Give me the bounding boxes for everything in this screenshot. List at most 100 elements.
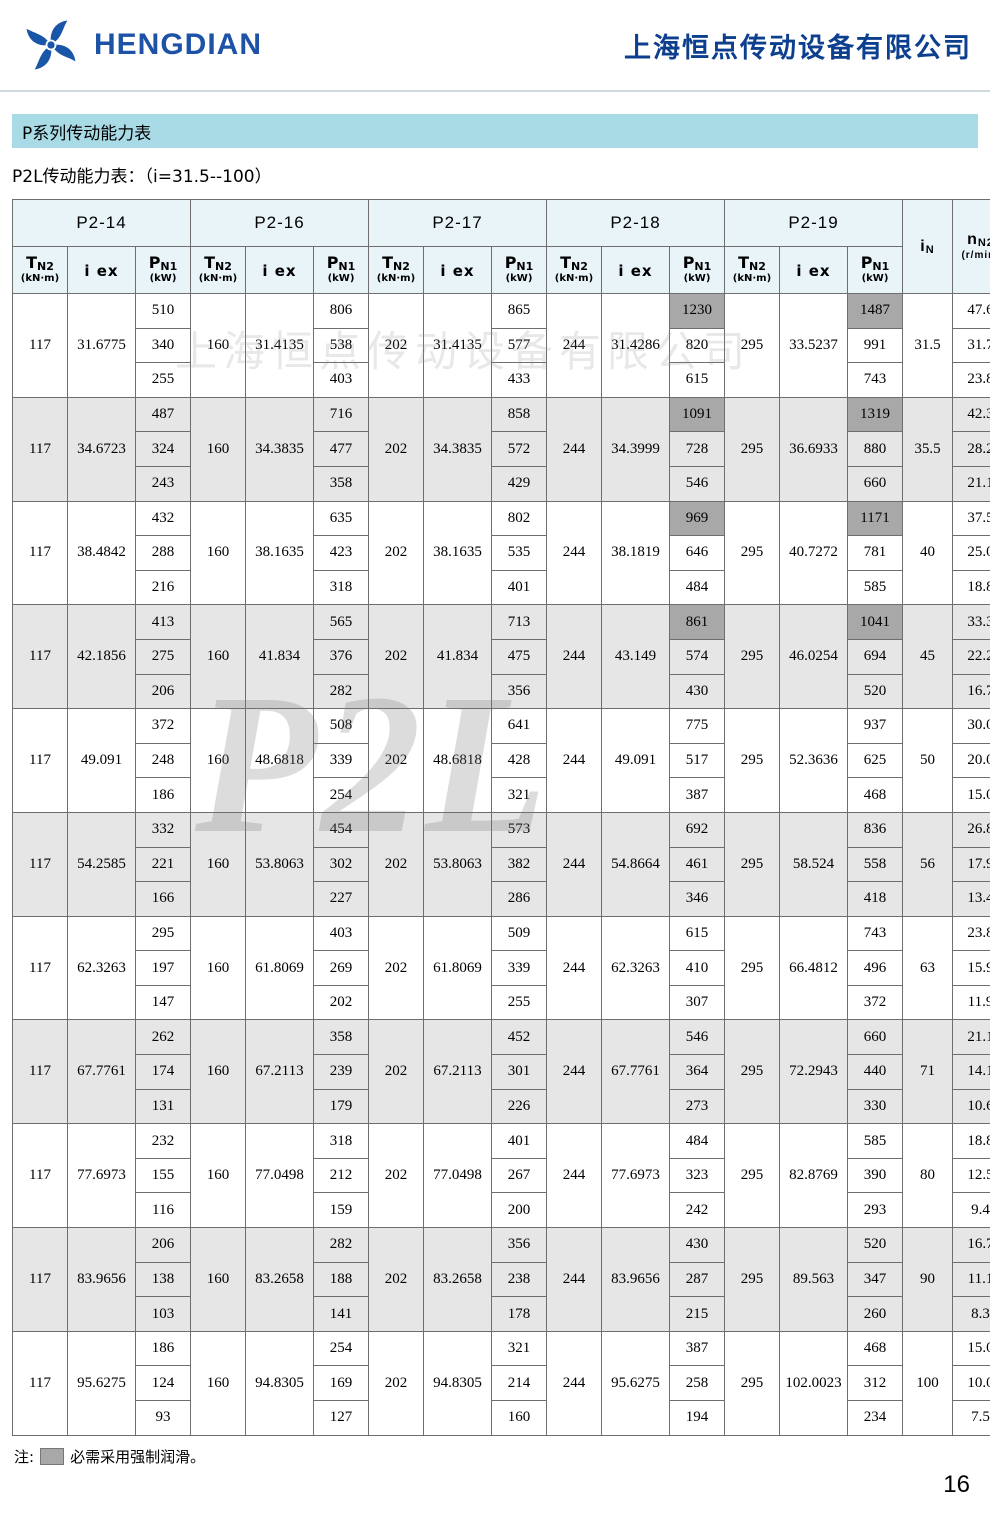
cell-power: 206 <box>135 1227 191 1263</box>
cell-power: 937 <box>847 708 903 744</box>
cell-torque: 295 <box>724 915 780 1021</box>
cell-power: 1487 <box>847 293 903 329</box>
cell-output-speed: 10.6 <box>952 1088 990 1125</box>
cell-power: 401 <box>491 569 547 606</box>
cell-ratio: 33.5237 <box>779 293 848 398</box>
cell-power: 93 <box>135 1400 191 1436</box>
cell-ratio: 94.8305 <box>423 1330 492 1436</box>
brand-logo: HENGDIAN <box>22 16 262 74</box>
cell-power: 301 <box>491 1054 547 1090</box>
cell-power: 716 <box>313 396 369 433</box>
cell-power: 615 <box>669 362 725 398</box>
cell-torque: 295 <box>724 500 780 606</box>
cell-power: 141 <box>313 1296 369 1332</box>
unit-rmin: (r/min) <box>961 249 990 261</box>
cell-torque: 244 <box>546 293 602 398</box>
cell-ratio: 77.0498 <box>423 1123 492 1229</box>
cell-ratio: 34.6723 <box>67 396 136 502</box>
cell-power: 159 <box>313 1192 369 1229</box>
cell-power: 318 <box>313 1123 369 1159</box>
cell-power: 382 <box>491 846 547 883</box>
cell-torque: 295 <box>724 604 780 710</box>
cell-power: 433 <box>491 362 547 398</box>
cell-ratio: 82.8769 <box>779 1123 848 1229</box>
cell-power: 332 <box>135 811 191 848</box>
cell-output-speed: 17.9 <box>952 846 990 883</box>
cell-output-speed: 15.9 <box>952 950 990 986</box>
cell-torque: 160 <box>190 500 246 606</box>
header-power-p2-18: PN1 (kW) <box>669 246 725 294</box>
cell-power: 147 <box>135 984 191 1021</box>
cell-output-speed: 23.8 <box>952 915 990 952</box>
header-torque-p2-14: TN2 (kN·m) <box>12 246 68 294</box>
cell-power: 660 <box>847 465 903 502</box>
cell-torque: 202 <box>368 915 424 1021</box>
cell-output-speed: 31.7 <box>952 327 990 364</box>
cell-torque: 295 <box>724 293 780 398</box>
cell-torque: 202 <box>368 396 424 502</box>
cell-torque: 160 <box>190 811 246 917</box>
cell-output-speed: 20.0 <box>952 742 990 779</box>
cell-power: 221 <box>135 846 191 883</box>
cell-power: 267 <box>491 1157 547 1194</box>
cell-power: 186 <box>135 777 191 813</box>
cell-output-speed: 9.4 <box>952 1192 990 1229</box>
cell-power: 288 <box>135 535 191 571</box>
table-subtitle: P2L传动能力表：（i=31.5--100） <box>12 167 272 187</box>
cell-power: 418 <box>847 881 903 917</box>
cell-ratio: 53.8063 <box>423 811 492 917</box>
cell-power: 179 <box>313 1088 369 1125</box>
cell-power: 358 <box>313 465 369 502</box>
cell-power: 454 <box>313 811 369 848</box>
header-torque-p2-19: TN2 (kN·m) <box>724 246 780 294</box>
cell-power: 358 <box>313 1019 369 1056</box>
cell-torque: 202 <box>368 1227 424 1332</box>
cell-ratio: 94.8305 <box>245 1330 314 1436</box>
table-row: 117 31.6775 510 160 31.4135 806 202 31.4135 865 2… <box>12 293 990 398</box>
cell-ratio: 31.6775 <box>67 293 136 398</box>
cell-output-speed: 33.3 <box>952 604 990 640</box>
cell-ratio: 83.2658 <box>423 1227 492 1332</box>
sub-header-row: TN2 (kN·m) i ex PN1 (kW) TN2 (kN·m) i ex PN1 (kW)… <box>12 246 990 294</box>
cell-power: 127 <box>313 1400 369 1436</box>
cell-power: 215 <box>669 1296 725 1332</box>
cell-power: 694 <box>847 638 903 675</box>
cell-power: 517 <box>669 742 725 779</box>
cell-power: 484 <box>669 1123 725 1159</box>
cell-power: 461 <box>669 846 725 883</box>
cell-output-speed: 18.8 <box>952 569 990 606</box>
model-header-p2-19: P2-19 <box>724 199 903 247</box>
cell-power: 546 <box>669 465 725 502</box>
capacity-table: P2-14 P2-16 P2-17 P2-18 P2-19 iN nN2(r/m… <box>12 199 990 1436</box>
cell-power: 269 <box>313 950 369 986</box>
cell-output-speed: 7.5 <box>952 1400 990 1436</box>
cell-torque: 117 <box>12 500 68 606</box>
cell-power: 200 <box>491 1192 547 1229</box>
cell-power: 487 <box>135 396 191 433</box>
cell-power: 254 <box>313 1330 369 1367</box>
footnote-text: 必需采用强制润滑。 <box>70 1447 206 1466</box>
cell-ratio: 62.3263 <box>601 915 670 1021</box>
cell-power: 166 <box>135 881 191 917</box>
cell-ratio: 42.1856 <box>67 604 136 710</box>
cell-power: 535 <box>491 535 547 571</box>
brand-name: HENGDIAN <box>94 28 263 61</box>
header-ratio-p2-16: i ex <box>245 246 314 294</box>
cell-power: 255 <box>491 984 547 1021</box>
cell-power: 273 <box>669 1088 725 1125</box>
cell-power: 214 <box>491 1365 547 1401</box>
cell-power: 202 <box>313 984 369 1021</box>
table-row: 117 54.2585 332 160 53.8063 454 202 53.8063 573 2… <box>12 811 990 917</box>
cell-power: 546 <box>669 1019 725 1056</box>
cell-torque: 160 <box>190 604 246 710</box>
cell-torque: 202 <box>368 708 424 813</box>
cell-power: 496 <box>847 950 903 986</box>
header-power-p2-16: PN1 (kW) <box>313 246 369 294</box>
header-torque-p2-17: TN2 (kN·m) <box>368 246 424 294</box>
